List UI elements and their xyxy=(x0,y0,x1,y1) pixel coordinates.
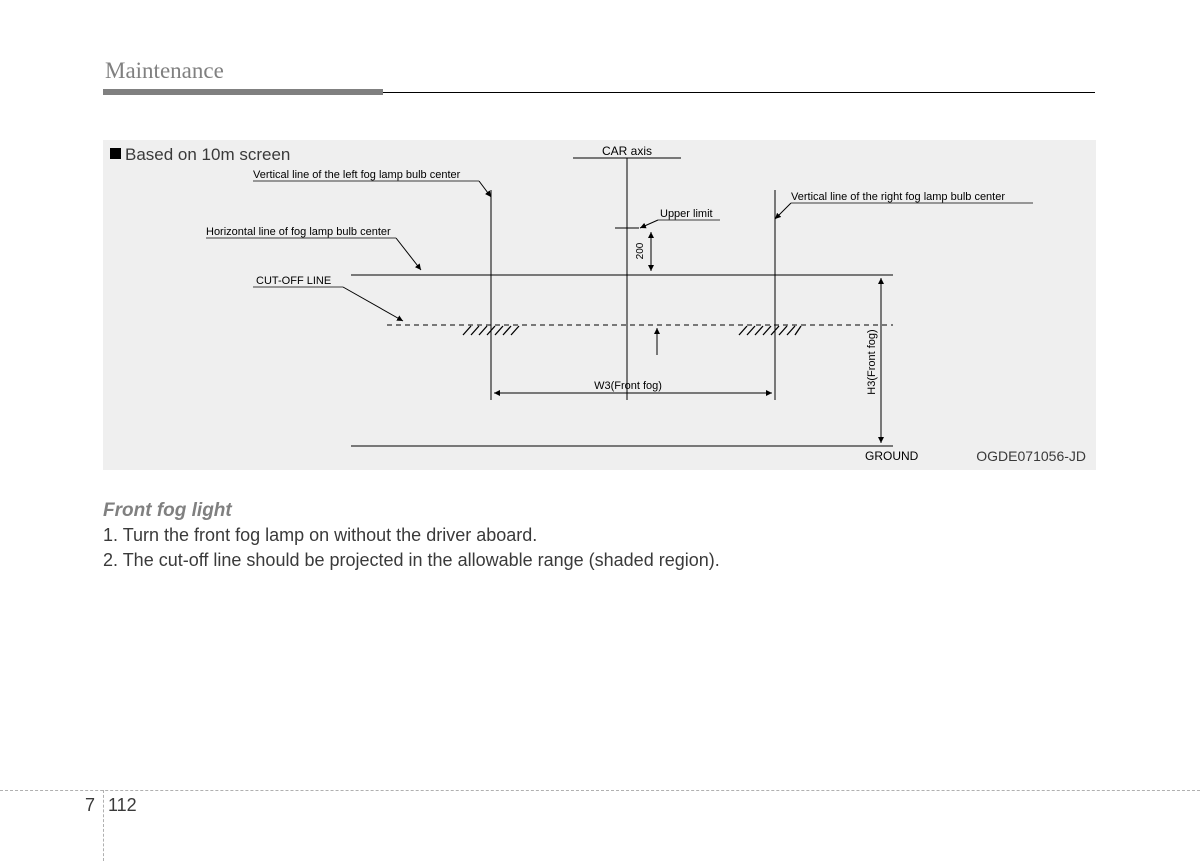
page-header-title: Maintenance xyxy=(105,58,224,84)
section-title: Front fog light xyxy=(103,500,232,522)
header-rule-dark xyxy=(103,89,383,95)
fog-lamp-aiming-diagram: CAR axis Vertical line of the left fog l… xyxy=(103,140,1096,470)
page-number: 112 xyxy=(108,795,137,816)
diagram-code: OGDE071056-JD xyxy=(976,448,1086,464)
diagram-container: Based on 10m screen CAR axis Vertical li… xyxy=(103,140,1096,470)
w3-label: W3(Front fog) xyxy=(594,380,662,392)
value-200-label: 200 xyxy=(635,242,646,259)
instruction-2: 2. The cut-off line should be projected … xyxy=(103,550,720,571)
ground-label: GROUND xyxy=(865,449,919,463)
h3-label: H3(Front fog) xyxy=(866,329,878,394)
page-chapter: 7 xyxy=(85,795,95,816)
upper-limit-label: Upper limit xyxy=(660,208,713,220)
car-axis-label: CAR axis xyxy=(602,144,652,158)
instruction-1: 1. Turn the front fog lamp on without th… xyxy=(103,525,537,546)
footer-dashed-rule xyxy=(0,790,1200,791)
vertical-right-label: Vertical line of the right fog lamp bulb… xyxy=(791,191,1005,203)
header-rule-light xyxy=(383,92,1095,93)
horizontal-line-label: Horizontal line of fog lamp bulb center xyxy=(206,226,391,238)
vertical-left-label: Vertical line of the left fog lamp bulb … xyxy=(253,169,461,181)
footer-vertical-rule xyxy=(103,790,104,861)
cut-off-label: CUT-OFF LINE xyxy=(256,275,331,287)
